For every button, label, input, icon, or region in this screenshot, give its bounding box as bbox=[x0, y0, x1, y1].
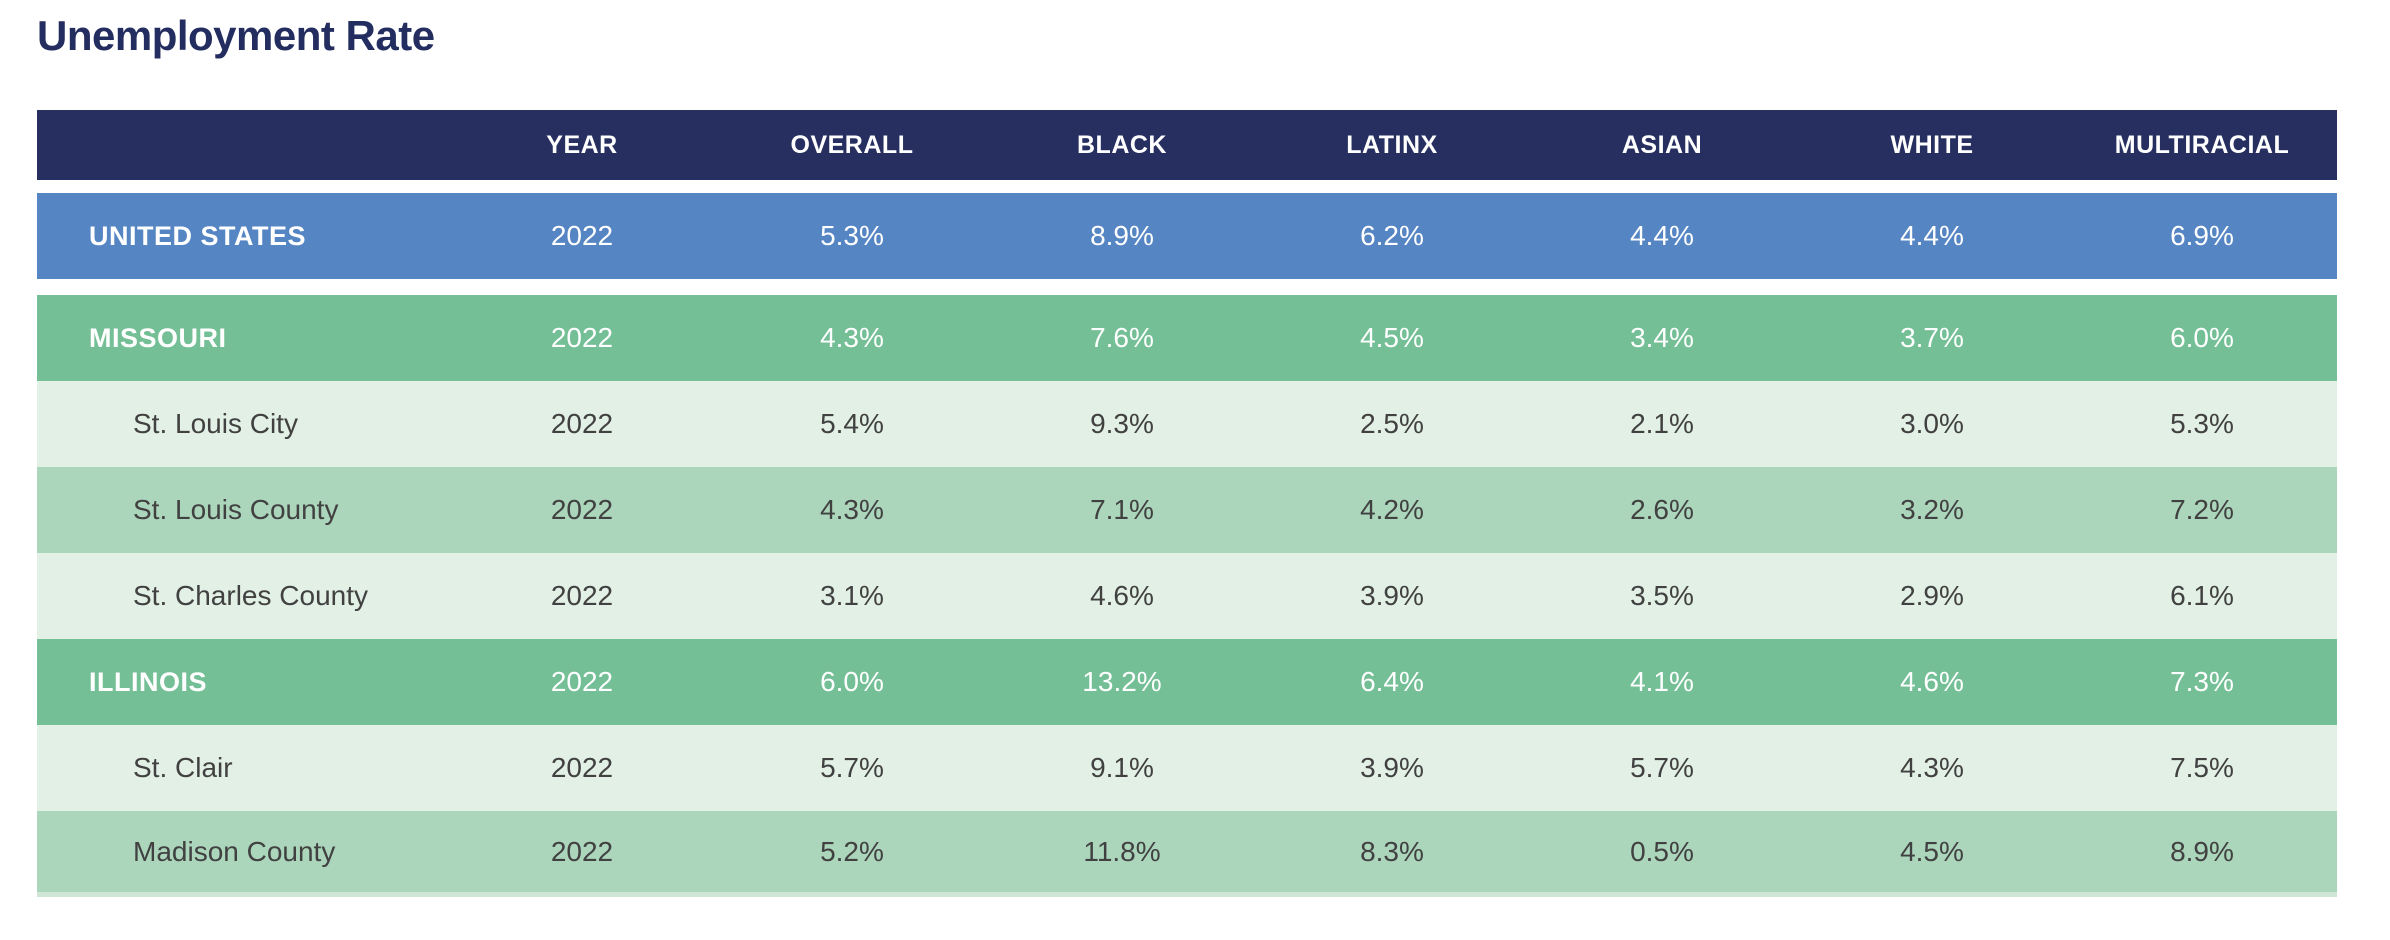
white-value: 4.5% bbox=[1900, 835, 1964, 867]
row-label: UNITED STATES bbox=[89, 220, 307, 251]
year-value: 2022 bbox=[550, 580, 614, 611]
year-value: 2022 bbox=[550, 752, 614, 783]
black-value: 11.8% bbox=[1083, 835, 1161, 867]
multiracial-value: 8.9% bbox=[2170, 835, 2234, 867]
latinx-value: 4.5% bbox=[1360, 322, 1424, 353]
multiracial-value: 6.0% bbox=[2170, 322, 2234, 353]
year-value: 2022 bbox=[550, 494, 614, 525]
table-row-illinois: ILLINOIS 2022 6.0% 13.2% 6.4% 4.1% 4.6% … bbox=[37, 639, 2337, 725]
table-row-st-clair: St. Clair 2022 5.7% 9.1% 3.9% 5.7% 4.3% … bbox=[37, 725, 2337, 811]
row-label: St. Charles County bbox=[133, 580, 368, 611]
table-row-united-states: UNITED STATES 2022 5.3% 8.9% 6.2% 4.4% 4… bbox=[37, 193, 2337, 279]
black-value: 4.6% bbox=[1090, 580, 1154, 611]
year-value: 2022 bbox=[550, 666, 614, 697]
black-value: 8.9% bbox=[1090, 220, 1154, 251]
year-value: 2022 bbox=[550, 835, 614, 867]
year-value: 2022 bbox=[550, 220, 614, 251]
header-multiracial: MULTIRACIAL bbox=[2114, 130, 2290, 159]
header-asian: ASIAN bbox=[1621, 130, 1703, 159]
black-value: 9.1% bbox=[1090, 752, 1154, 783]
latinx-value: 3.9% bbox=[1360, 580, 1424, 611]
latinx-value: 3.9% bbox=[1360, 752, 1424, 783]
overall-value: 5.4% bbox=[820, 408, 884, 439]
latinx-value: 4.2% bbox=[1360, 494, 1424, 525]
table-row-madison-county: Madison County 2022 5.2% 11.8% 8.3% 0.5%… bbox=[37, 811, 2337, 897]
overall-value: 4.3% bbox=[820, 494, 884, 525]
latinx-value: 2.5% bbox=[1360, 408, 1424, 439]
black-value: 9.3% bbox=[1090, 408, 1154, 439]
table-row-st-louis-county: St. Louis County 2022 4.3% 7.1% 4.2% 2.6… bbox=[37, 467, 2337, 553]
header-white: WHITE bbox=[1890, 130, 1974, 159]
multiracial-value: 5.3% bbox=[2170, 408, 2234, 439]
black-value: 13.2% bbox=[1082, 666, 1162, 697]
header-overall: OVERALL bbox=[790, 130, 914, 159]
asian-value: 0.5% bbox=[1630, 835, 1694, 867]
white-value: 4.3% bbox=[1900, 752, 1964, 783]
table-row-st-louis-city: St. Louis City 2022 5.4% 9.3% 2.5% 2.1% … bbox=[37, 381, 2337, 467]
table-header-row: YEAR OVERALL BLACK LATINX ASIAN WHITE MU… bbox=[37, 110, 2337, 180]
white-value: 4.4% bbox=[1900, 220, 1964, 251]
asian-value: 3.4% bbox=[1630, 322, 1694, 353]
row-label: St. Louis County bbox=[133, 494, 339, 525]
row-label: MISSOURI bbox=[89, 322, 227, 353]
page-title: Unemployment Rate bbox=[37, 12, 435, 59]
header-latinx: LATINX bbox=[1346, 130, 1438, 159]
asian-value: 2.6% bbox=[1630, 494, 1694, 525]
year-value: 2022 bbox=[550, 322, 614, 353]
year-value: 2022 bbox=[550, 408, 614, 439]
latinx-value: 6.4% bbox=[1360, 666, 1424, 697]
latinx-value: 8.3% bbox=[1360, 835, 1424, 867]
overall-value: 5.3% bbox=[820, 220, 884, 251]
row-label: ILLINOIS bbox=[89, 666, 207, 697]
multiracial-value: 6.1% bbox=[2170, 580, 2234, 611]
white-value: 3.0% bbox=[1900, 408, 1964, 439]
overall-value: 3.1% bbox=[820, 580, 884, 611]
white-value: 3.7% bbox=[1900, 322, 1964, 353]
header-year: YEAR bbox=[546, 130, 618, 159]
asian-value: 3.5% bbox=[1630, 580, 1694, 611]
asian-value: 5.7% bbox=[1630, 752, 1694, 783]
multiracial-value: 7.2% bbox=[2170, 494, 2234, 525]
asian-value: 2.1% bbox=[1630, 408, 1694, 439]
white-value: 3.2% bbox=[1900, 494, 1964, 525]
overall-value: 6.0% bbox=[820, 666, 884, 697]
multiracial-value: 7.3% bbox=[2170, 666, 2234, 697]
row-label: St. Clair bbox=[133, 752, 233, 783]
asian-value: 4.1% bbox=[1630, 666, 1694, 697]
multiracial-value: 6.9% bbox=[2170, 220, 2234, 251]
multiracial-value: 7.5% bbox=[2170, 752, 2234, 783]
white-value: 2.9% bbox=[1900, 580, 1964, 611]
table-row-st-charles-county: St. Charles County 2022 3.1% 4.6% 3.9% 3… bbox=[37, 553, 2337, 639]
overall-value: 5.2% bbox=[820, 835, 884, 867]
overall-value: 4.3% bbox=[820, 322, 884, 353]
black-value: 7.6% bbox=[1090, 322, 1154, 353]
asian-value: 4.4% bbox=[1630, 220, 1694, 251]
latinx-value: 6.2% bbox=[1360, 220, 1424, 251]
overall-value: 5.7% bbox=[820, 752, 884, 783]
white-value: 4.6% bbox=[1900, 666, 1964, 697]
black-value: 7.1% bbox=[1090, 494, 1154, 525]
unemployment-rate-table: YEAR OVERALL BLACK LATINX ASIAN WHITE MU… bbox=[37, 110, 2337, 897]
table-row-missouri: MISSOURI 2022 4.3% 7.6% 4.5% 3.4% 3.7% 6… bbox=[37, 295, 2337, 381]
header-black: BLACK bbox=[1077, 130, 1167, 159]
row-label: Madison County bbox=[133, 835, 336, 867]
row-label: St. Louis City bbox=[133, 408, 298, 439]
